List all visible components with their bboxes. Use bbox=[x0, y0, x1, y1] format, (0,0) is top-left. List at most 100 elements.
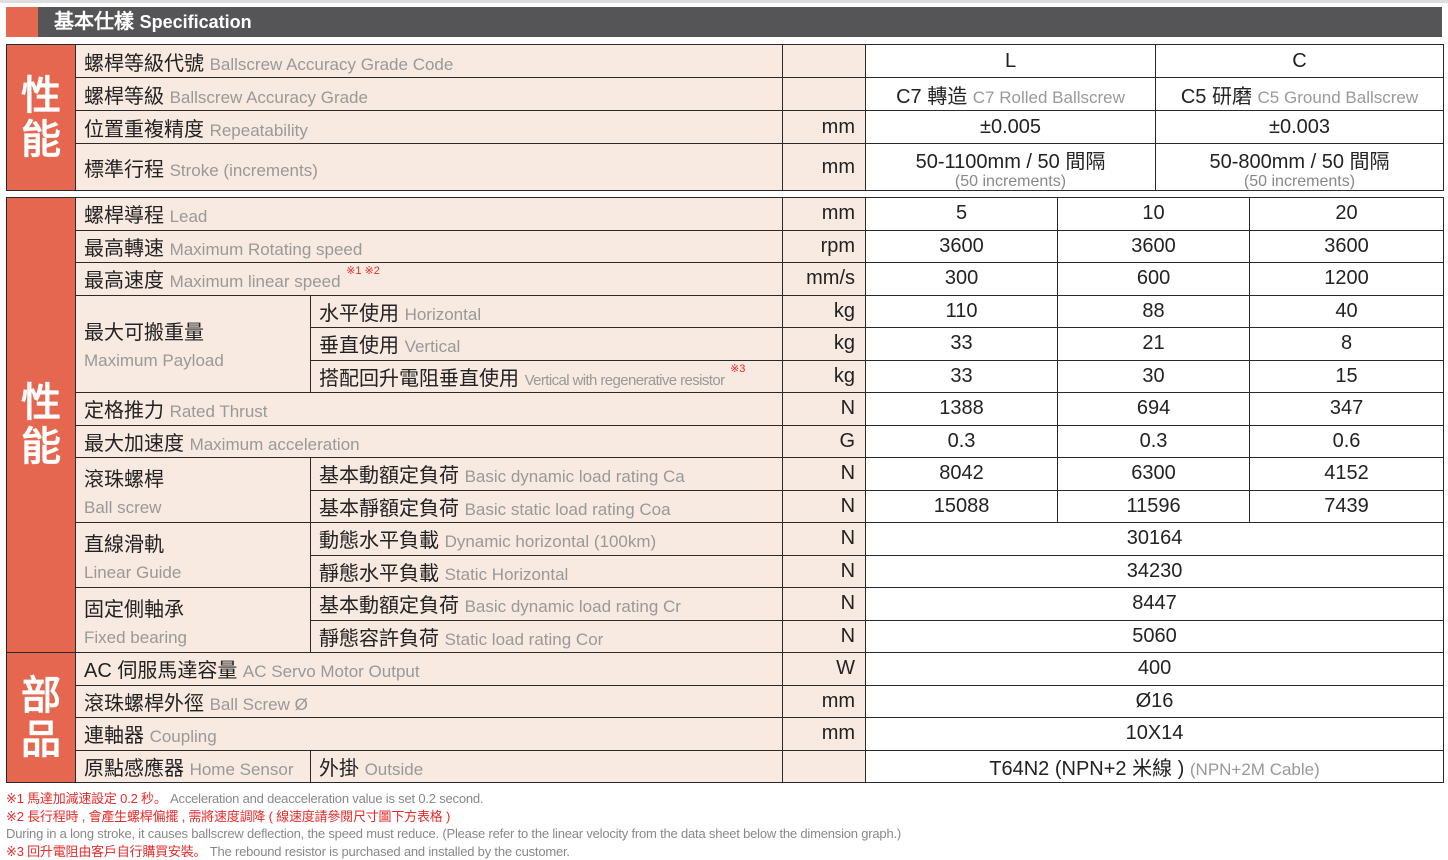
table-row: 最高速度 Maximum linear speed ※1 ※2 mm/s 300… bbox=[7, 262, 1445, 296]
row-label: 最大加速度 Maximum acceleration bbox=[74, 424, 784, 458]
group-label: 固定側軸承 Fixed bearing bbox=[75, 587, 311, 653]
row-label: 連軸器 Coupling bbox=[74, 717, 784, 751]
unit-cell: N bbox=[782, 587, 867, 621]
value-cell: 20 bbox=[1249, 197, 1445, 231]
value-cell: 694 bbox=[1057, 392, 1251, 426]
row-label: 最高速度 Maximum linear speed ※1 ※2 bbox=[74, 262, 784, 296]
value-cell: 347 bbox=[1249, 392, 1445, 426]
table-row: 最大加速度 Maximum acceleration G 0.3 0.3 0.6 bbox=[7, 424, 1445, 458]
unit-cell: mm bbox=[782, 110, 866, 144]
spec-table-performance: 性能 螺桿導程 Lead mm 5 10 20 最高轉速 Maximum Rot… bbox=[6, 197, 1445, 783]
unit-cell: N bbox=[782, 489, 867, 523]
row-label: 最高轉速 Maximum Rotating speed bbox=[74, 229, 784, 263]
unit-cell: mm/s bbox=[782, 262, 867, 296]
value-cell: ±0.005 bbox=[865, 110, 1156, 144]
value-cell: 400 bbox=[865, 652, 1445, 686]
table-row: 部品 AC 伺服馬達容量 AC Servo Motor Output W 400 bbox=[6, 652, 1445, 783]
value-cell: 10 bbox=[1057, 197, 1251, 231]
value-cell: 88 bbox=[1057, 294, 1251, 328]
value-cell: 0.6 bbox=[1249, 424, 1445, 458]
unit-cell: kg bbox=[782, 359, 867, 393]
side-label: 性能 bbox=[6, 197, 76, 653]
value-cell: C5 研磨 C5 Ground Ballscrew bbox=[1155, 77, 1444, 111]
row-label: 基本動額定負荷 Basic dynamic load rating Cr bbox=[309, 587, 784, 621]
table-row: 定格推力 Rated Thrust N 1388 694 347 bbox=[7, 392, 1445, 426]
value-cell: 7439 bbox=[1249, 489, 1445, 523]
table-row: 靜態水平負載 Static Horizontal N 34230 bbox=[7, 554, 1445, 588]
row-label: 標準行程 Stroke (increments) bbox=[75, 143, 783, 191]
unit-cell: mm bbox=[782, 684, 867, 718]
unit-cell: N bbox=[782, 457, 867, 491]
unit-cell: N bbox=[782, 392, 867, 426]
group-label: 直線滑軌 Linear Guide bbox=[75, 522, 311, 588]
spec-table-grade: 性能 螺桿等級代號 Ballscrew Accuracy Grade Code … bbox=[6, 44, 1444, 191]
unit-cell: W bbox=[782, 652, 867, 686]
unit-cell bbox=[782, 749, 867, 783]
row-label: 垂直使用 Vertical bbox=[309, 327, 784, 361]
value-cell: ±0.003 bbox=[1155, 110, 1444, 144]
table-row: 滾珠螺桿 Ball screw 基本動額定負荷 Basic dynamic loa… bbox=[7, 457, 1445, 523]
value-cell: L bbox=[865, 44, 1156, 78]
value-cell: 15 bbox=[1249, 359, 1445, 393]
footnote-3: ※3 回升電阻由客戶自行購買安裝。 The rebound resistor i… bbox=[6, 843, 570, 859]
footnote-2-en: During in a long stroke, it causes balls… bbox=[6, 826, 902, 841]
value-cell: 5060 bbox=[865, 619, 1445, 653]
value-cell: 600 bbox=[1057, 262, 1251, 296]
table-row: 原點感應器 Home Sensor 外掛 Outside T64N2 (NPN+… bbox=[7, 749, 1445, 783]
value-cell: 300 bbox=[865, 262, 1059, 296]
value-cell: 50-1100mm / 50 間隔 (50 increments) bbox=[865, 143, 1156, 191]
unit-cell: N bbox=[782, 619, 867, 653]
value-cell: 11596 bbox=[1057, 489, 1251, 523]
unit-cell: mm bbox=[782, 143, 866, 191]
value-cell: 3600 bbox=[1057, 229, 1251, 263]
value-cell: 5 bbox=[865, 197, 1059, 231]
value-cell: 40 bbox=[1249, 294, 1445, 328]
header-bar: 基本仕樣 Specification bbox=[38, 7, 1442, 37]
row-label: 靜態水平負載 Static Horizontal bbox=[309, 554, 784, 588]
row-label: AC 伺服馬達容量 AC Servo Motor Output bbox=[74, 652, 784, 686]
row-label: 靜態容許負荷 Static load rating Cor bbox=[309, 619, 784, 653]
footnote-2: ※2 長行程時 , 會產生螺桿偏擺 , 需將速度調降 ( 線速度請參閱尺寸圖下方… bbox=[6, 808, 451, 824]
footnote-ref: ※3 bbox=[730, 362, 746, 375]
value-cell: 4152 bbox=[1249, 457, 1445, 491]
footnotes: ※1 馬達加減速設定 0.2 秒。 Acceleration and deacc… bbox=[6, 790, 901, 860]
unit-cell: N bbox=[782, 522, 867, 556]
value-cell: 3600 bbox=[865, 229, 1059, 263]
unit-cell bbox=[782, 77, 866, 111]
row-label: 螺桿等級代號 Ballscrew Accuracy Grade Code bbox=[75, 44, 783, 78]
value-cell: 0.3 bbox=[865, 424, 1059, 458]
footnote-1: ※1 馬達加減速設定 0.2 秒。 Acceleration and deacc… bbox=[6, 791, 484, 806]
row-label: 定格推力 Rated Thrust bbox=[74, 392, 784, 426]
value-cell: 10X14 bbox=[865, 717, 1445, 751]
row-label: 原點感應器 Home Sensor bbox=[75, 749, 311, 783]
value-cell: 8447 bbox=[865, 587, 1445, 621]
unit-cell: kg bbox=[782, 327, 867, 361]
value-cell: 6300 bbox=[1057, 457, 1251, 491]
row-label: 螺桿導程 Lead bbox=[74, 197, 784, 231]
table-row: 搭配回升電阻垂直使用 Vertical with regenerative re… bbox=[7, 359, 1445, 393]
value-cell: 0.3 bbox=[1057, 424, 1251, 458]
table-row: 性能 螺桿導程 Lead mm 5 10 20 bbox=[6, 197, 1445, 653]
unit-cell: N bbox=[782, 554, 867, 588]
table-row: 螺桿等級 Ballscrew Accuracy Grade C7 轉造 C7 R… bbox=[7, 77, 1444, 111]
row-label: 水平使用 Horizontal bbox=[309, 294, 784, 328]
value-cell: C7 轉造 C7 Rolled Ballscrew bbox=[865, 77, 1156, 111]
value-cell: 1200 bbox=[1249, 262, 1445, 296]
value-cell: 8 bbox=[1249, 327, 1445, 361]
value-cell: 34230 bbox=[865, 554, 1445, 588]
value-cell: T64N2 (NPN+2 米線 ) (NPN+2M Cable) bbox=[865, 749, 1445, 783]
value-cell: 8042 bbox=[865, 457, 1059, 491]
group-label: 滾珠螺桿 Ball screw bbox=[75, 457, 311, 523]
unit-cell: rpm bbox=[782, 229, 867, 263]
table-row: 直線滑軌 Linear Guide 動態水平負載 Dynamic horizont… bbox=[7, 522, 1445, 588]
value-cell: 33 bbox=[865, 359, 1059, 393]
row-label: 位置重複精度 Repeatability bbox=[75, 110, 783, 144]
value-cell: 110 bbox=[865, 294, 1059, 328]
table-row: 位置重複精度 Repeatability mm ±0.005 ±0.003 bbox=[7, 110, 1444, 144]
header-title-en: Specification bbox=[139, 12, 252, 32]
unit-cell: mm bbox=[782, 197, 867, 231]
side-label: 性能 bbox=[6, 44, 76, 191]
row-label: 滾珠螺桿外徑 Ball Screw Ø bbox=[74, 684, 784, 718]
row-sub-label: 外掛 Outside bbox=[309, 749, 784, 783]
value-cell: 21 bbox=[1057, 327, 1251, 361]
